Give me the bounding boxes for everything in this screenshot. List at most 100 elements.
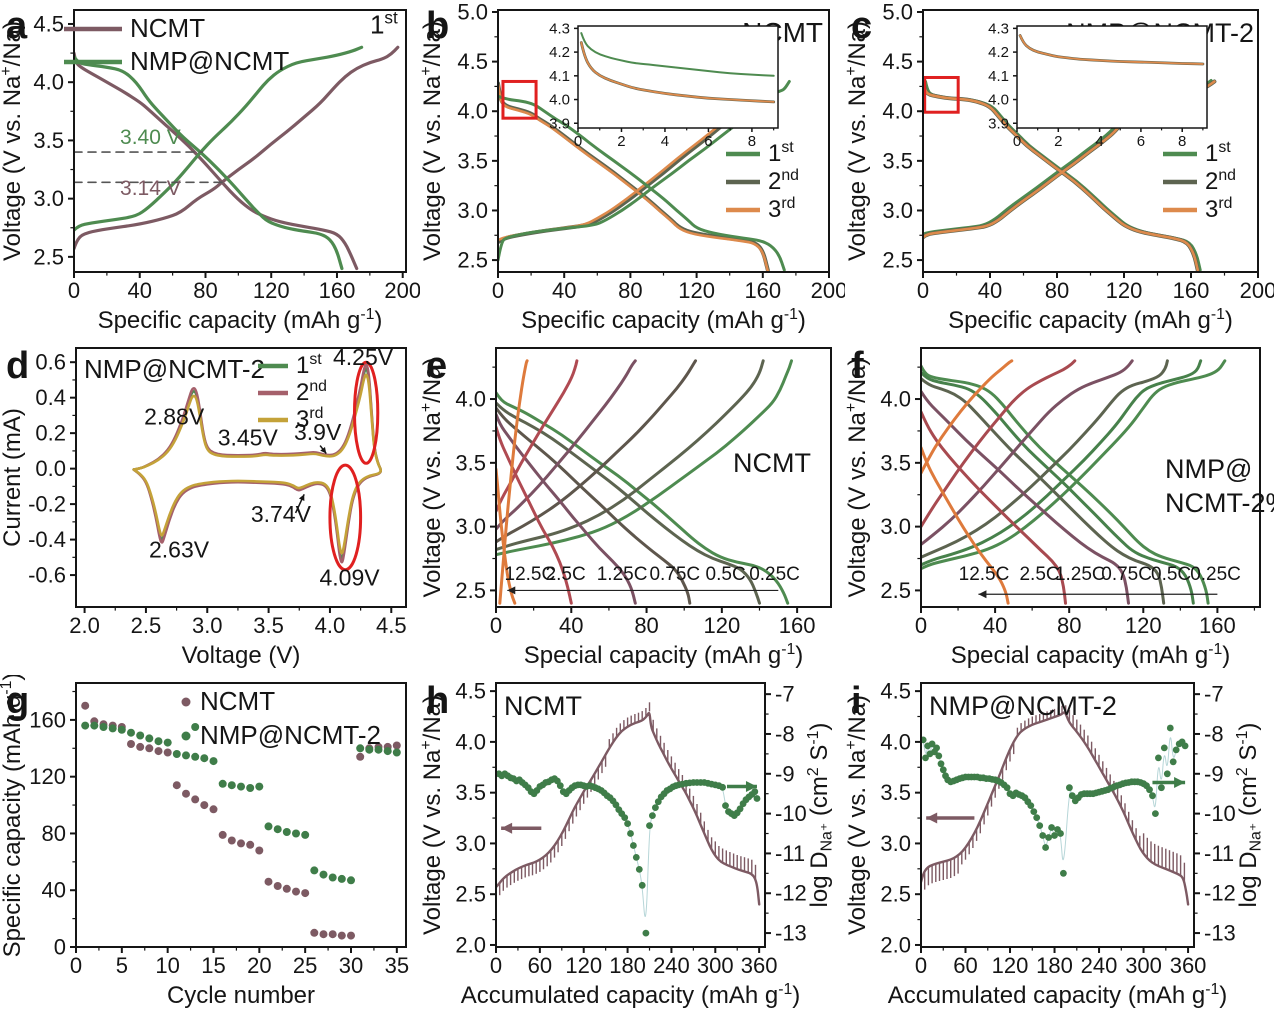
x-tick-label: 160 bbox=[779, 613, 816, 638]
data-point bbox=[1057, 830, 1064, 837]
legend-label: 3rd bbox=[1205, 195, 1232, 223]
diffusion-coefficient bbox=[920, 724, 1189, 877]
arrow-head bbox=[501, 822, 513, 834]
y-tick-label: 120 bbox=[29, 764, 66, 789]
data-point bbox=[237, 839, 245, 848]
y2-tick-label: -7 bbox=[775, 682, 795, 707]
highlight-ellipse bbox=[352, 360, 380, 465]
axis-ticks: 0 60 120 180 240 300 360 2.0 2.5 3.0 3.5 4.0 4.5 -7 -8… bbox=[880, 679, 1235, 979]
data-point bbox=[928, 740, 936, 748]
y-tick-label: 4.0 bbox=[988, 92, 1009, 109]
x-tick-label: 360 bbox=[741, 953, 778, 978]
data-point bbox=[255, 782, 264, 791]
data-point bbox=[939, 766, 947, 774]
panel-a-chart: 0 40 80 120 160 200 2.5 3.0 3.5 4.0 4.5 Specific ca… bbox=[0, 5, 420, 334]
data-point bbox=[1027, 802, 1035, 809]
y-tick-label: 0.2 bbox=[35, 421, 66, 446]
x-tick-label: 120 bbox=[565, 953, 602, 978]
data-point bbox=[292, 829, 300, 838]
x-tick-label: 40 bbox=[128, 278, 152, 303]
x-tick-label: 80 bbox=[193, 278, 217, 303]
x-tick-label: 200 bbox=[1240, 278, 1274, 303]
data-point bbox=[356, 752, 365, 761]
annotation: 2.5C bbox=[1019, 564, 1059, 585]
x-tick-label: 80 bbox=[634, 613, 658, 638]
x-tick-label: 2.0 bbox=[69, 613, 100, 638]
legend-marker bbox=[181, 731, 191, 741]
y-tick-label: 2.5 bbox=[882, 248, 913, 273]
y-axis-label: Voltage (V vs. Na+/Na) bbox=[420, 695, 446, 935]
y2-tick-label: -9 bbox=[1204, 761, 1224, 786]
y-tick-label: 4.1 bbox=[988, 68, 1009, 85]
y-tick-label: 2.5 bbox=[880, 882, 911, 907]
data-point bbox=[1158, 784, 1165, 792]
05c-charge bbox=[495, 359, 765, 552]
series-group bbox=[920, 359, 1227, 605]
y-axis-label: Voltage (V vs. Na+/Na) bbox=[420, 357, 446, 597]
y-tick-label: 2.5 bbox=[455, 578, 486, 603]
y-axis-label: Voltage (V vs. Na+/Na) bbox=[845, 357, 871, 597]
data-point bbox=[337, 931, 346, 940]
legend-label: NMP@NCMT bbox=[130, 46, 289, 76]
legend-label: 2nd bbox=[296, 378, 327, 406]
x-tick-label: 15 bbox=[201, 953, 225, 978]
x-tick-label: 120 bbox=[253, 278, 290, 303]
plot-frame bbox=[920, 347, 1261, 608]
y-tick-label: 3.0 bbox=[455, 831, 486, 856]
annotation: 3.74V bbox=[251, 501, 312, 527]
y-tick-label: 3.9 bbox=[988, 115, 1009, 132]
125c-charge bbox=[495, 359, 637, 531]
arrow-head bbox=[1174, 777, 1186, 789]
arrow-head bbox=[978, 590, 987, 599]
data-point bbox=[374, 745, 383, 754]
125c-charge bbox=[920, 359, 1134, 546]
data-point bbox=[337, 874, 346, 883]
x-tick-label: 2 bbox=[617, 133, 625, 150]
x-tick-label: 80 bbox=[618, 278, 642, 303]
annotation: 0.25C bbox=[1190, 564, 1241, 585]
arrow-head bbox=[320, 446, 327, 454]
data-point bbox=[1149, 792, 1156, 800]
cv-1st bbox=[132, 367, 383, 560]
y-tick-label: 3.5 bbox=[455, 450, 486, 475]
data-point bbox=[1169, 758, 1177, 766]
y-tick-label: 4.5 bbox=[457, 49, 488, 74]
data-point bbox=[1146, 786, 1153, 794]
data-point bbox=[1068, 792, 1076, 800]
x-tick-label: 200 bbox=[811, 278, 845, 303]
y-tick-label: 4.0 bbox=[882, 99, 913, 124]
x-tick-label: 4.0 bbox=[315, 613, 346, 638]
05c-charge bbox=[920, 359, 1203, 567]
panel-letter-i: i bbox=[851, 680, 862, 722]
panel-g-chart: 0 5 10 15 20 25 30 35 0 40 80 120 160 Cycle number Spe… bbox=[0, 675, 409, 1009]
cycle3-discharge bbox=[497, 83, 770, 273]
y-tick-label: 40 bbox=[42, 878, 66, 903]
inset-background bbox=[578, 26, 778, 128]
x-tick-label: 300 bbox=[697, 953, 734, 978]
x-axis-label: Special capacity (mAh g-1) bbox=[951, 641, 1231, 669]
legend-label: 1st bbox=[768, 139, 794, 167]
data-point bbox=[753, 795, 761, 802]
data-point bbox=[246, 784, 255, 792]
y2-axis-label: log DNa⁺ (cm2 S-1) bbox=[1234, 723, 1264, 908]
data-point bbox=[1155, 754, 1162, 762]
data-point bbox=[624, 820, 631, 827]
series-group bbox=[81, 701, 401, 940]
annotation: 1st bbox=[370, 7, 398, 39]
x-axis-label: Special capacity (mAh g-1) bbox=[524, 641, 804, 669]
panel-f-chart: 0 40 80 120 160 2.5 3.0 3.5 4.0 Special capacity … bbox=[845, 345, 1274, 669]
data-point bbox=[1051, 832, 1058, 839]
x-tick-label: 120 bbox=[1106, 278, 1143, 303]
data-point bbox=[99, 723, 108, 731]
data-point bbox=[246, 840, 255, 849]
x-tick-label: 30 bbox=[339, 953, 363, 978]
y-tick-label: 3.5 bbox=[457, 148, 488, 173]
panel-letter-g: g bbox=[6, 680, 29, 722]
data-point bbox=[1152, 810, 1159, 817]
diffusion-coefficient-connector bbox=[922, 737, 1186, 861]
025c-discharge bbox=[920, 364, 1210, 605]
data-point bbox=[163, 738, 172, 747]
